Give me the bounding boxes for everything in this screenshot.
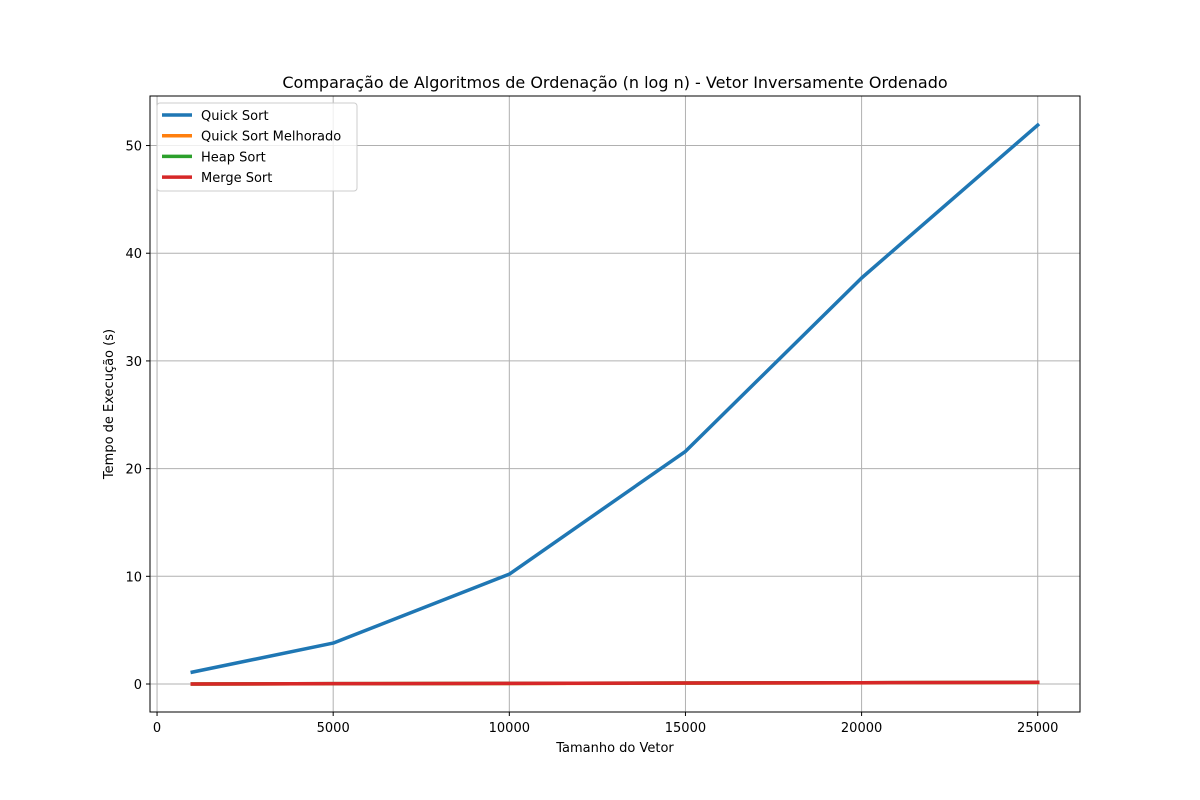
y-ticks: 0 10 20 30 40 50 bbox=[125, 140, 150, 693]
legend: Quick Sort Quick Sort Melhorado Heap Sort M… bbox=[156, 102, 358, 192]
x-tick-label: 0 bbox=[153, 721, 161, 736]
x-tick-label: 15000 bbox=[665, 721, 706, 736]
y-tick-label: 40 bbox=[125, 247, 142, 262]
legend-label-quick-sort: Quick Sort bbox=[201, 109, 269, 124]
y-tick-label: 30 bbox=[125, 355, 142, 370]
legend-label-heap-sort: Heap Sort bbox=[201, 150, 266, 165]
legend-box bbox=[156, 102, 358, 192]
chart-title: Comparação de Algoritmos de Ordenação (n… bbox=[282, 73, 947, 92]
x-ticks: 0 5000 10000 15000 20000 25000 bbox=[153, 712, 1058, 736]
y-tick-label: 20 bbox=[125, 463, 142, 478]
series-lines bbox=[190, 122, 1041, 686]
x-tick-label: 20000 bbox=[841, 721, 882, 736]
x-tick-label: 10000 bbox=[489, 721, 530, 736]
y-tick-label: 50 bbox=[125, 140, 142, 155]
series-line-merge-sort bbox=[190, 680, 1040, 686]
y-axis-label: Tempo de Execução (s) bbox=[102, 329, 117, 480]
legend-label-merge-sort: Merge Sort bbox=[201, 171, 272, 186]
y-tick-label: 0 bbox=[134, 678, 142, 693]
x-axis-label: Tamanho do Vetor bbox=[555, 741, 674, 756]
y-tick-label: 10 bbox=[125, 570, 142, 585]
x-tick-label: 25000 bbox=[1017, 721, 1058, 736]
x-tick-label: 5000 bbox=[317, 721, 350, 736]
axes-frame bbox=[149, 95, 1081, 713]
series-line-quick-sort bbox=[190, 122, 1041, 675]
legend-label-quick-sort-melhorado: Quick Sort Melhorado bbox=[201, 130, 341, 145]
